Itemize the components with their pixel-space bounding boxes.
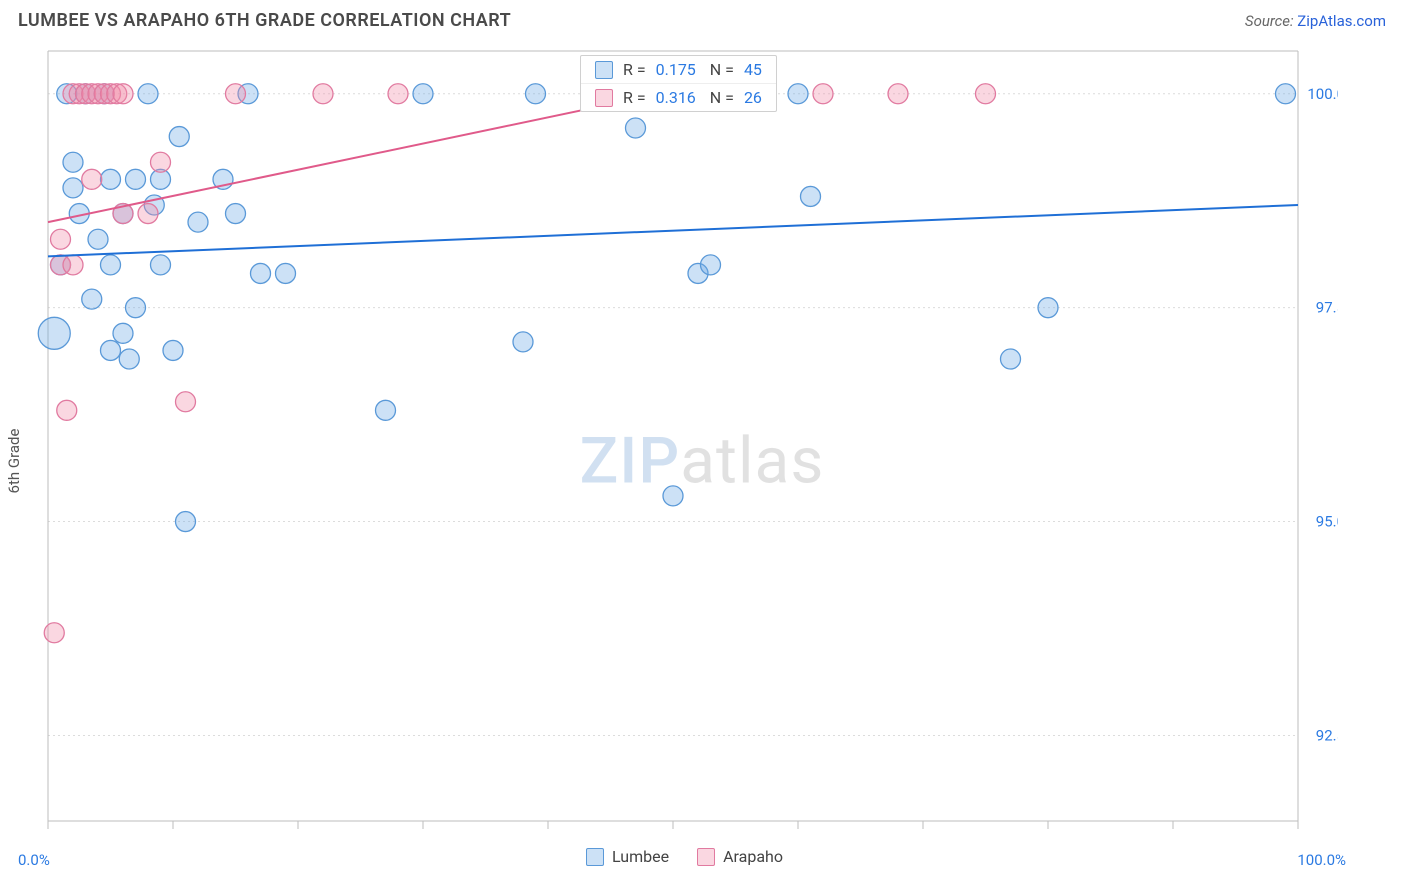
svg-text:100.0%: 100.0% bbox=[1307, 85, 1338, 103]
chart-title: LUMBEE VS ARAPAHO 6TH GRADE CORRELATION … bbox=[18, 10, 511, 31]
legend-label-arapaho: Arapaho bbox=[723, 847, 783, 866]
swatch-lumbee-2 bbox=[586, 848, 604, 866]
correlation-legend: R = 0.175 N = 45 R = 0.316 N = 26 bbox=[580, 55, 777, 112]
source-link[interactable]: ZipAtlas.com bbox=[1297, 12, 1386, 30]
scatter-chart: 92.5% 95.0% 97.5% 100.0% bbox=[18, 41, 1338, 881]
legend-r-value-2: 0.316 bbox=[656, 88, 696, 107]
y-axis-label: 6th Grade bbox=[5, 429, 23, 494]
svg-text:95.0%: 95.0% bbox=[1316, 513, 1338, 531]
chart-area: 6th Grade 92.5%95.0%97.5%100.0% ZIPatlas… bbox=[18, 41, 1386, 881]
legend-n-value-2: 26 bbox=[744, 88, 762, 107]
legend-n-label-1: N = bbox=[706, 60, 734, 79]
legend-r-label-2: R = bbox=[623, 88, 646, 107]
x-axis-max-label: 100.0% bbox=[1297, 851, 1346, 869]
legend-label-lumbee: Lumbee bbox=[612, 847, 669, 866]
header: LUMBEE VS ARAPAHO 6TH GRADE CORRELATION … bbox=[0, 0, 1406, 37]
svg-text:92.5%: 92.5% bbox=[1316, 726, 1338, 744]
legend-r-label-1: R = bbox=[623, 60, 646, 79]
source-label: Source: bbox=[1245, 12, 1294, 30]
legend-row-lumbee: R = 0.175 N = 45 bbox=[581, 56, 776, 83]
swatch-arapaho-2 bbox=[697, 848, 715, 866]
swatch-arapaho bbox=[595, 89, 613, 107]
legend-row-arapaho: R = 0.316 N = 26 bbox=[581, 83, 776, 111]
source: Source: ZipAtlas.com bbox=[1245, 12, 1386, 30]
legend-item-lumbee: Lumbee bbox=[586, 847, 669, 866]
series-legend: Lumbee Arapaho bbox=[586, 847, 783, 866]
legend-r-value-1: 0.175 bbox=[656, 60, 696, 79]
x-axis-min-label: 0.0% bbox=[18, 851, 50, 869]
legend-item-arapaho: Arapaho bbox=[697, 847, 783, 866]
legend-n-label-2: N = bbox=[706, 88, 734, 107]
legend-n-value-1: 45 bbox=[744, 60, 762, 79]
swatch-lumbee bbox=[595, 61, 613, 79]
svg-text:97.5%: 97.5% bbox=[1316, 299, 1338, 317]
chart-container: LUMBEE VS ARAPAHO 6TH GRADE CORRELATION … bbox=[0, 0, 1406, 892]
